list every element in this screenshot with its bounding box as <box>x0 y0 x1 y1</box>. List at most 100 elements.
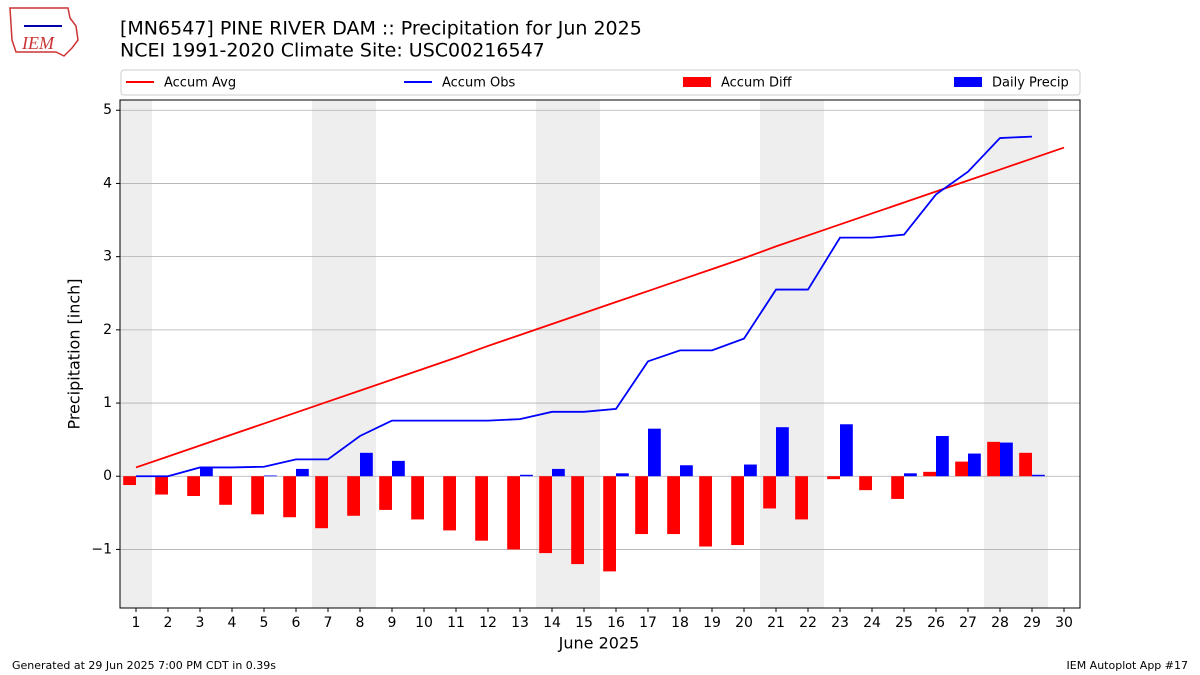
bar <box>744 464 757 477</box>
bar <box>1019 452 1032 477</box>
bar <box>699 476 712 547</box>
bar <box>283 476 296 518</box>
footer-left: Generated at 29 Jun 2025 7:00 PM CDT in … <box>12 659 276 672</box>
x-tick-label: 9 <box>388 615 397 631</box>
footer-right: IEM Autoplot App #17 <box>1067 659 1189 672</box>
legend-box <box>120 69 1081 96</box>
x-tick-label: 2 <box>164 615 173 631</box>
shade <box>120 100 152 608</box>
bar <box>731 476 744 546</box>
shade <box>312 100 376 608</box>
x-tick-label: 17 <box>639 615 657 631</box>
bar <box>155 476 168 495</box>
x-tick-label: 11 <box>447 615 465 631</box>
x-tick-label: 24 <box>863 615 881 631</box>
y-axis-label: Precipitation [inch] <box>65 278 84 429</box>
bar <box>763 476 776 509</box>
bar <box>520 474 533 477</box>
x-tick-label: 1 <box>132 615 141 631</box>
bar <box>987 441 1000 477</box>
line <box>136 135 1033 478</box>
x-tick-label: 14 <box>543 615 561 631</box>
x-tick-label: 15 <box>575 615 593 631</box>
plot-frame <box>119 99 1081 609</box>
chart-subtitle: NCEI 1991-2020 Climate Site: USC00216547 <box>120 40 545 62</box>
x-tick-label: 12 <box>479 615 497 631</box>
bar <box>1032 474 1045 477</box>
bar <box>123 476 136 486</box>
x-tick-label: 19 <box>703 615 721 631</box>
x-tick-label: 6 <box>292 615 301 631</box>
bar <box>648 428 661 477</box>
x-tick-label: 4 <box>228 615 237 631</box>
legend-label: Accum Avg <box>164 76 236 91</box>
legend-swatch <box>954 77 982 87</box>
bar <box>616 473 629 477</box>
bar <box>923 471 936 477</box>
bar <box>315 476 328 529</box>
bar <box>443 476 456 531</box>
logo: IEM <box>9 7 79 57</box>
x-tick-label: 5 <box>260 615 269 631</box>
bar <box>411 476 424 520</box>
bar <box>296 468 309 477</box>
chart-title: [MN6547] PINE RIVER DAM :: Precipitation… <box>120 18 642 40</box>
legend-label: Daily Precip <box>992 76 1069 91</box>
logo-shape <box>9 7 79 57</box>
y-tick-label: −1 <box>91 541 112 557</box>
x-tick-label: 8 <box>356 615 365 631</box>
x-tick-label: 26 <box>927 615 945 631</box>
y-tick-label: 4 <box>103 175 112 191</box>
bar <box>200 467 213 477</box>
legend-swatch <box>683 77 711 87</box>
y-tick-label: 2 <box>103 322 112 338</box>
x-axis-label: June 2025 <box>558 634 640 653</box>
bar <box>936 435 949 477</box>
bar <box>552 468 565 477</box>
bar <box>795 476 808 520</box>
bar <box>187 476 200 497</box>
bar <box>859 476 872 491</box>
bar <box>667 476 680 535</box>
bar <box>968 453 981 477</box>
bar <box>251 476 264 515</box>
bar <box>1000 442 1013 477</box>
bar <box>891 476 904 499</box>
x-tick-label: 21 <box>767 615 785 631</box>
x-tick-label: 23 <box>831 615 849 631</box>
bar <box>635 476 648 535</box>
x-tick-label: 27 <box>959 615 977 631</box>
legend-label: Accum Diff <box>721 76 793 91</box>
bar <box>264 475 277 477</box>
y-tick-label: 3 <box>103 249 112 265</box>
bar <box>571 476 584 565</box>
x-tick-label: 10 <box>415 615 433 631</box>
x-tick-label: 25 <box>895 615 913 631</box>
bar <box>360 452 373 477</box>
bar <box>347 476 360 516</box>
x-tick-label: 13 <box>511 615 529 631</box>
bar <box>475 476 488 541</box>
bar <box>507 476 520 550</box>
bar <box>603 476 616 572</box>
x-tick-label: 3 <box>196 615 205 631</box>
x-tick-label: 22 <box>799 615 817 631</box>
x-tick-label: 29 <box>1023 615 1041 631</box>
weekend-shading <box>120 100 1048 608</box>
y-tick-label: 0 <box>103 468 112 484</box>
y-tick-label: 1 <box>103 395 112 411</box>
bar <box>840 424 853 477</box>
bar <box>827 476 840 480</box>
logo-text: IEM <box>21 33 55 53</box>
bar <box>955 461 968 477</box>
y-tick-label: 5 <box>103 102 112 118</box>
bar <box>379 476 392 510</box>
x-tick-label: 18 <box>671 615 689 631</box>
bar <box>539 476 552 554</box>
legend-label: Accum Obs <box>442 76 515 91</box>
x-tick-label: 28 <box>991 615 1009 631</box>
x-tick-label: 20 <box>735 615 753 631</box>
line <box>135 146 1065 469</box>
